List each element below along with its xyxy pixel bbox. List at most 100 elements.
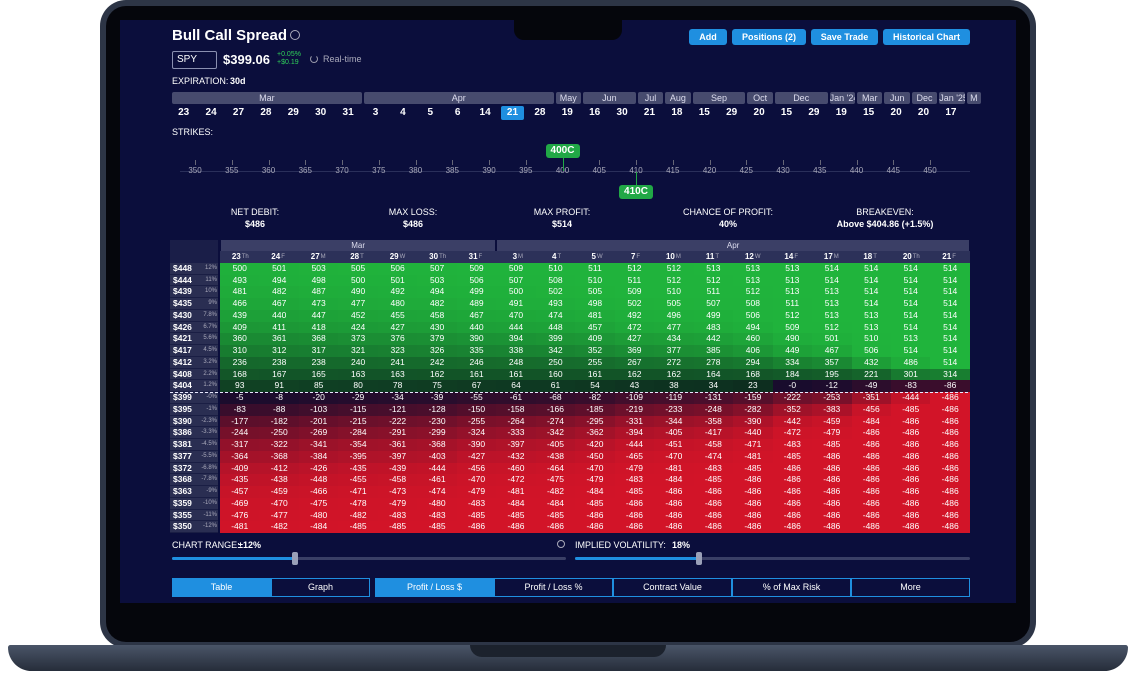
month-bar[interactable]: Oct [747, 92, 773, 104]
slider-thumb[interactable] [292, 552, 298, 565]
metric-tab[interactable]: Contract Value [613, 578, 732, 597]
expiration-date[interactable]: 20 [917, 107, 930, 118]
view-tab[interactable]: Graph [271, 578, 370, 597]
row-change: 2.2% [203, 370, 217, 377]
table-cell: -486 [812, 521, 852, 533]
month-bar[interactable]: Dec [774, 92, 828, 104]
expiration-date[interactable]: 15 [698, 107, 710, 118]
table-cell: 248 [496, 356, 536, 369]
metric-tab[interactable]: Profit / Loss $ [375, 578, 494, 597]
table-cell: 513 [812, 298, 852, 310]
table-cell: 489 [456, 298, 497, 310]
table-cell: 514 [851, 286, 891, 299]
expiration-date[interactable]: 18 [671, 107, 683, 118]
header-button[interactable]: Add [689, 29, 727, 45]
month-bar[interactable]: Mar [172, 92, 362, 104]
table-day-num: 7 [630, 252, 636, 261]
table-cell: 513 [812, 309, 852, 322]
expiration-date[interactable]: 21 [500, 106, 525, 120]
month-bar[interactable]: Sep [692, 92, 746, 104]
table-cell: 43 [614, 380, 655, 393]
month-bar[interactable]: Apr [363, 92, 554, 104]
table-weekday: M [833, 254, 839, 260]
expiration-date[interactable]: 15 [863, 107, 875, 118]
row-change: -7.8% [201, 476, 217, 483]
table-day-num: 20 [902, 252, 912, 261]
table-cell: 447 [298, 309, 339, 322]
row-change: -5.5% [201, 452, 217, 459]
table-cell: 167 [259, 368, 299, 381]
expiration-date[interactable]: 28 [260, 107, 272, 118]
table-cell: -486 [614, 521, 655, 533]
expiration-date[interactable]: 24 [205, 107, 217, 118]
table-cell: -486 [890, 497, 931, 510]
strike-label: 415 [666, 166, 680, 175]
table-cell: 377 [654, 345, 694, 357]
month-bar[interactable]: M [966, 92, 982, 104]
table-cell: 491 [496, 298, 536, 310]
expiration-date[interactable]: 5 [427, 107, 434, 118]
expiration-date[interactable]: 3 [372, 107, 379, 118]
expiration-date[interactable]: 19 [561, 107, 573, 118]
table-cell: 511 [575, 263, 615, 275]
header-button[interactable]: Historical Chart [883, 29, 970, 45]
expiration-date[interactable]: 20 [753, 107, 765, 118]
table-cell: -405 [535, 439, 576, 451]
month-bar[interactable]: Dec [911, 92, 938, 104]
expiration-date[interactable]: 27 [232, 107, 245, 118]
month-bar[interactable]: Jan '24 [829, 92, 855, 104]
strike-leg[interactable]: 400C [545, 144, 580, 158]
slider-fill [575, 557, 699, 560]
month-bar[interactable]: May [555, 92, 581, 104]
table-cell: 512 [812, 321, 852, 334]
expiration-date[interactable]: 4 [400, 107, 406, 118]
table-day: 30 Th [417, 251, 457, 263]
expiration-date[interactable]: 15 [780, 107, 793, 118]
month-bar[interactable]: Jul [637, 92, 664, 104]
slider-thumb[interactable] [696, 552, 702, 565]
expiration-date[interactable]: 19 [835, 107, 847, 118]
strike-tick [452, 160, 454, 165]
iv-icon [557, 540, 565, 548]
table-day-num: 18 [863, 252, 873, 261]
metric-tab[interactable]: More [851, 578, 970, 597]
expiration-date[interactable]: 21 [643, 107, 656, 118]
expiration-date[interactable]: 28 [534, 107, 546, 118]
row-price: $439 [173, 286, 192, 297]
table-cell: 492 [377, 286, 418, 299]
expiration-date[interactable]: 14 [479, 107, 491, 118]
row-label-bg [170, 392, 218, 404]
table-cell: 418 [298, 321, 339, 334]
header-button[interactable]: Save Trade [811, 29, 878, 45]
month-bar[interactable]: Jan '25 [939, 92, 965, 104]
expiration-date[interactable]: 30 [315, 107, 327, 118]
month-bar[interactable]: Jun [583, 92, 636, 104]
table-cell: -274 [535, 415, 576, 428]
expiration-date[interactable]: 6 [454, 107, 461, 118]
expiration-date[interactable]: 23 [178, 107, 190, 118]
expiration-date[interactable]: 16 [589, 107, 601, 118]
expiration-date[interactable]: 29 [808, 107, 820, 118]
expiration-date[interactable]: 29 [287, 107, 299, 118]
expiration-date[interactable]: 20 [890, 107, 902, 118]
strike-leg[interactable]: 410C [619, 185, 653, 199]
table-day: 31 F [456, 251, 497, 263]
month-bar[interactable]: Mar [857, 92, 883, 104]
month-bar[interactable]: Jun [884, 92, 910, 104]
header-button[interactable]: Positions (2) [732, 29, 806, 45]
table-cell: 238 [259, 356, 299, 369]
ticker-input[interactable]: SPY [172, 51, 217, 69]
table-day-num: 12 [744, 252, 754, 261]
metric-tab[interactable]: % of Max Risk [732, 578, 851, 597]
expiration-date[interactable]: 17 [945, 107, 957, 118]
table-cell: -486 [693, 497, 734, 510]
expiration-date[interactable]: 31 [342, 107, 354, 118]
metric-tab[interactable]: Profit / Loss % [494, 578, 613, 597]
view-tab[interactable]: Table [172, 578, 271, 597]
expiration-date[interactable]: 30 [616, 107, 628, 118]
month-bar[interactable]: Aug [665, 92, 691, 104]
row-price: $404 [173, 380, 192, 391]
table-cell: 165 [298, 368, 339, 381]
expiration-date[interactable]: 29 [726, 107, 738, 118]
row-label-bg [170, 321, 218, 334]
